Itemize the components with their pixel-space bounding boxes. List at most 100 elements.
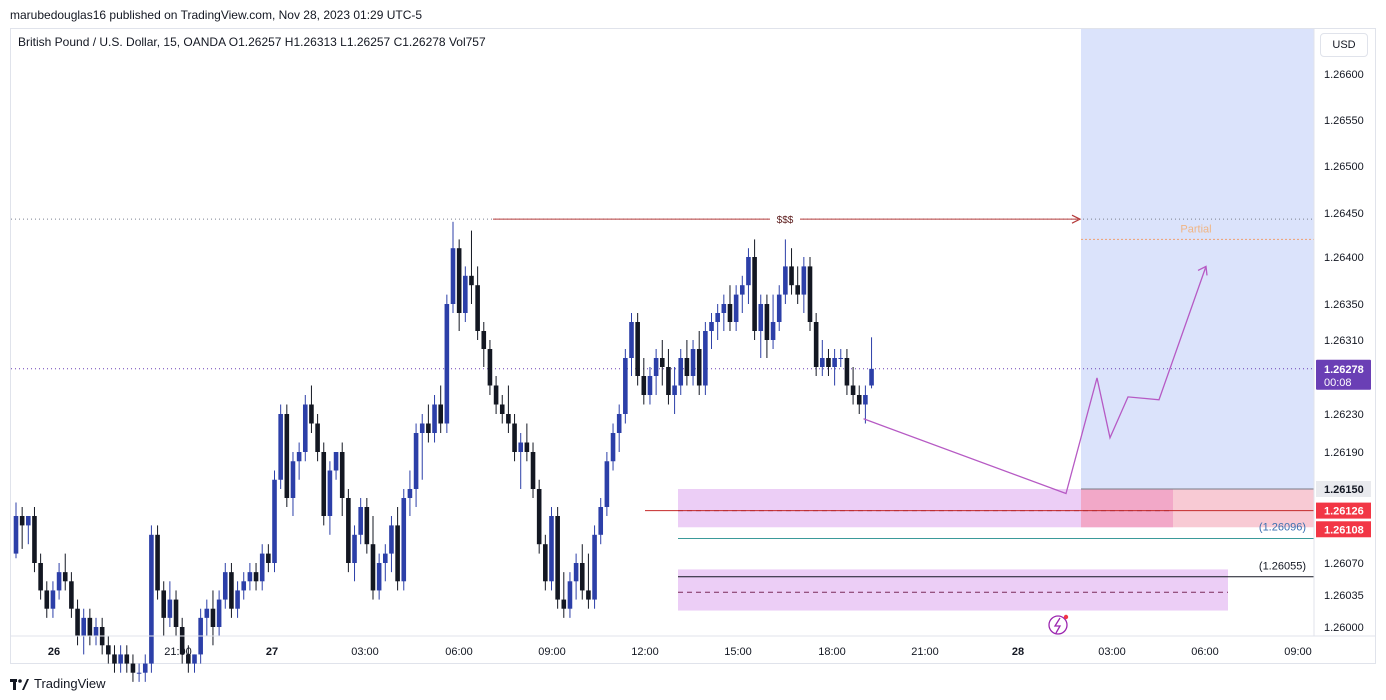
lightning-badge [1063,614,1069,620]
candle-body [438,404,443,424]
time-tick-label: 12:00 [631,646,659,658]
currency-button[interactable]: USD [1320,33,1368,57]
candle-body [703,331,708,386]
candle-body [142,663,148,673]
candle-body [530,452,536,489]
candle-body [155,534,160,591]
candle-body [456,248,462,313]
candle-body [469,275,474,286]
candle-body [493,385,499,405]
candle-body [124,654,130,664]
partial-label: Partial [1180,223,1211,235]
liquidity-label: $$$ [777,215,794,226]
candle-body [678,358,684,386]
candle-body [813,322,819,367]
candle-body [789,266,794,286]
candle-body [463,275,468,313]
tradingview-logo-icon [10,678,29,690]
candle-body [44,590,50,609]
candle-body [672,385,677,395]
candle-body [641,376,647,395]
candle-body [395,525,400,582]
price-tick-label: 1.26190 [1324,447,1364,459]
candle-body [869,368,874,386]
candle-body [278,414,283,480]
price-tick-label: 1.26450 [1324,208,1364,220]
symbol-ohlc-legend[interactable]: British Pound / U.S. Dollar, 15, OANDA O… [18,35,486,49]
candle-body [549,516,554,582]
candle-body [826,358,831,367]
projection-region [1081,29,1314,489]
candle-body [272,479,277,563]
liquidity-arrow-head [1071,214,1082,224]
candle-body [136,672,142,674]
level2-label: (1.26055) [1259,561,1306,573]
price-tick-label: 1.26400 [1324,252,1364,264]
candle-body [235,590,240,609]
lightning-icon [1048,615,1068,635]
time-tick-label: 21:00 [164,646,192,658]
candle-body [106,645,111,655]
projection-arrow-head [1197,265,1208,276]
candle-body [801,266,807,295]
candle-body [247,572,253,582]
candle-body [733,294,739,322]
price-tick-label: 1.26310 [1324,335,1364,347]
tradingview-brand: TradingView [34,676,106,691]
candle-body [752,257,757,331]
candle-body [93,627,99,637]
candle-body [192,654,197,664]
price-tick-label: 1.26000 [1324,622,1364,634]
candle-body [149,534,154,664]
price-tick-label: 1.26550 [1324,115,1364,127]
time-tick-label: 03:00 [351,646,379,658]
lightning-bolt [1053,617,1062,634]
candle-body [739,285,745,295]
candle-body [856,395,862,405]
candle-body [333,452,339,471]
candle-body [327,470,333,516]
candle-body [401,498,407,582]
candle-body [838,358,844,359]
candle-body [419,423,425,433]
candle-body [62,572,68,582]
candle-body [321,452,327,516]
tradingview-footer[interactable]: TradingView [10,676,106,691]
candle-body [112,654,117,664]
time-tick-label: 06:00 [1191,646,1219,658]
candle-body [776,294,782,322]
candle-body [844,358,850,386]
candle-body [475,285,480,331]
candle-body [506,414,511,424]
candle-body [832,358,837,367]
candle-body [653,358,659,376]
time-tick-label: 21:00 [911,646,939,658]
candle-body [19,516,25,526]
candle-body [407,489,413,498]
candle-body [266,553,271,563]
candle-body [579,563,585,591]
current-price-tag [1316,359,1371,390]
candle-body [536,489,542,545]
time-tick-label: 15:00 [724,646,752,658]
candle-body [376,563,382,591]
current-price-value: 1.26278 [1324,364,1364,376]
candle-body [81,617,87,637]
candle-body [413,433,419,489]
candle-body [38,563,43,591]
price-tick-label: 1.26350 [1324,299,1364,311]
candle-body [339,452,345,498]
candle-body [161,590,167,618]
candle-body [499,404,505,414]
candle-body [709,322,714,331]
candle-body [635,322,640,376]
candle-body [573,563,579,582]
candle-body [746,257,751,286]
stop-zone-overlap [1081,489,1173,528]
candle-body [696,349,702,386]
chart-background-layer [1081,29,1314,489]
candle-body [863,395,868,405]
candle-body [623,358,628,414]
